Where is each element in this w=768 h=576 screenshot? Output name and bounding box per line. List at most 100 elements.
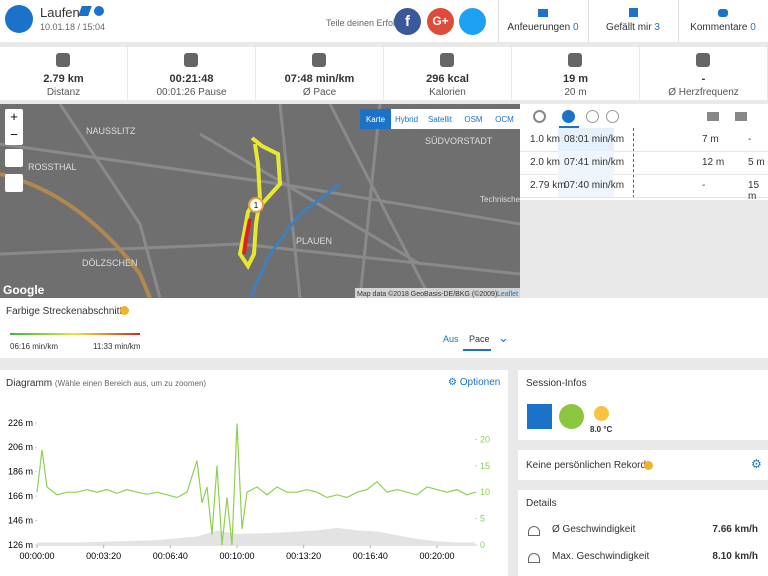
row-highlight bbox=[635, 128, 695, 151]
stat-value: - bbox=[701, 73, 706, 85]
stat-value: 296 kcal bbox=[426, 73, 469, 85]
details-title: Details bbox=[526, 498, 557, 509]
cheers[interactable]: Anfeuerungen 0 bbox=[498, 22, 588, 33]
count: 3 bbox=[654, 22, 660, 33]
marker[interactable] bbox=[248, 197, 264, 213]
fullscreen[interactable] bbox=[5, 149, 23, 167]
premium-icon bbox=[644, 461, 653, 470]
title: Laufen bbox=[40, 5, 80, 20]
split-cell: - bbox=[702, 180, 706, 191]
chart: 126 m 146 m 166 m 186 m 206 m 226 m 0 5 10 15 20 00… bbox=[8, 418, 490, 561]
split-cell: 5 m bbox=[748, 157, 765, 168]
date: 10.01.18 / 15:04 bbox=[40, 22, 106, 32]
place: Technische Universität Dresden bbox=[480, 195, 520, 204]
layer-switch[interactable]: Karte Hybrid Satellit OSM OCM bbox=[360, 109, 520, 129]
diagram-title: Diagramm (Wähle einen Bereich aus, um zu… bbox=[6, 378, 206, 389]
x-tick-label: 00:10:00 bbox=[219, 551, 254, 561]
segments-title: Farbige Streckenabschnitte bbox=[6, 306, 128, 317]
label: Anfeuerungen bbox=[507, 22, 571, 33]
place: ROSSTHAL bbox=[28, 162, 77, 172]
layer-button[interactable] bbox=[391, 109, 422, 129]
y2-tick-label: 5 bbox=[480, 514, 485, 524]
y-tick-label: 166 m bbox=[8, 491, 33, 501]
y-tick-label: 186 m bbox=[8, 467, 33, 477]
detail-label: Ø Geschwindigkeit bbox=[552, 524, 636, 535]
header bbox=[0, 0, 768, 42]
split-cell: - bbox=[748, 134, 752, 145]
hint: (Wähle einen Bereich aus, um zu zoomen) bbox=[54, 379, 207, 388]
attribution: Map data ©2018 GeoBasis-DE/BKG (©2009) bbox=[357, 290, 497, 298]
pace-cell bbox=[558, 151, 614, 174]
split-row: 1.0 km 08:01 min/km 7 m - bbox=[520, 128, 768, 152]
facebook-button[interactable]: f bbox=[394, 8, 421, 35]
twitter-button[interactable] bbox=[459, 8, 486, 35]
settings-icon[interactable] bbox=[94, 6, 104, 16]
layer-button[interactable] bbox=[360, 109, 391, 129]
stat-icon bbox=[696, 53, 710, 67]
split-row: 2.79 km 07:40 min/km - 15 m bbox=[520, 174, 768, 202]
y-tick-label: 126 m bbox=[8, 540, 33, 550]
x-tick-label: 00:06:40 bbox=[153, 551, 188, 561]
layer-label: OCM bbox=[495, 115, 514, 124]
y2-tick-label: 15 bbox=[480, 461, 490, 471]
likes[interactable]: Gefällt mir 3 bbox=[588, 22, 678, 33]
off-option[interactable]: Aus bbox=[443, 334, 459, 344]
stat-label: Kalorien bbox=[429, 87, 466, 98]
records-settings[interactable]: ⚙ bbox=[751, 457, 762, 471]
descent-icon bbox=[735, 112, 747, 121]
title: Diagramm bbox=[6, 378, 53, 389]
zoom-in[interactable]: + bbox=[10, 109, 18, 124]
pace-min: 06:16 min/km bbox=[10, 342, 59, 351]
pace-option[interactable]: Pace bbox=[469, 334, 490, 344]
stat: 00:21:48 00:01:26 Pause bbox=[128, 47, 255, 100]
stat: 2.79 km Distanz bbox=[0, 47, 127, 100]
y-tick-label: 226 m bbox=[8, 418, 33, 428]
premium-icon bbox=[120, 306, 129, 315]
stat-value: 2.79 km bbox=[43, 73, 84, 85]
zoom-control[interactable] bbox=[5, 109, 23, 145]
divider bbox=[588, 0, 589, 42]
pace-tab[interactable] bbox=[562, 110, 575, 123]
settings-icon[interactable] bbox=[533, 110, 546, 123]
stat: 296 kcal Kalorien bbox=[384, 47, 511, 100]
split-row: 2.0 km 07:41 min/km 12 m 5 m bbox=[520, 151, 768, 175]
split-cell: 12 m bbox=[702, 157, 725, 168]
comments[interactable]: Kommentare 0 bbox=[678, 22, 768, 33]
layer-label: Hybrid bbox=[395, 115, 418, 124]
split-cell: 7 m bbox=[702, 134, 719, 145]
sport-badge bbox=[527, 404, 552, 429]
leaflet-link[interactable]: Leaflet bbox=[497, 291, 518, 298]
stat-value: 19 m bbox=[562, 73, 589, 85]
speed-tab[interactable] bbox=[586, 110, 599, 123]
stat-label: Distanz bbox=[46, 87, 81, 98]
pace-max: 11:33 min/km bbox=[93, 342, 141, 351]
pace-cell bbox=[558, 128, 614, 151]
split-cell: 2.79 km bbox=[530, 180, 566, 191]
cheer-icon bbox=[498, 8, 588, 20]
layer-button[interactable] bbox=[489, 109, 520, 129]
selected-underline bbox=[463, 349, 491, 351]
map[interactable]: 1 NAUSSLITZ SÜDVORSTADT ROSSTHAL PLAUEN … bbox=[0, 104, 520, 298]
pace-cell bbox=[558, 174, 614, 197]
count: 0 bbox=[573, 22, 579, 33]
x-tick-label: 00:20:00 bbox=[419, 551, 454, 561]
layer-button[interactable] bbox=[422, 109, 458, 129]
layer-button[interactable] bbox=[458, 109, 489, 129]
session-title: Session-Infos bbox=[526, 378, 587, 389]
google-logo: Google bbox=[3, 283, 45, 297]
time-tab[interactable] bbox=[606, 110, 619, 123]
map-settings[interactable] bbox=[5, 174, 23, 192]
elevation-area bbox=[37, 527, 475, 545]
place: PLAUEN bbox=[296, 236, 332, 246]
mood-icon bbox=[559, 404, 584, 429]
dropdown[interactable]: ⌄ bbox=[498, 330, 509, 345]
options-button[interactable]: ⚙ Optionen bbox=[448, 377, 501, 388]
place: NAUSSLITZ bbox=[86, 126, 136, 136]
count: 0 bbox=[750, 22, 756, 33]
session-panel bbox=[518, 370, 768, 440]
stat-label: 20 m bbox=[564, 87, 587, 98]
temperature: 8.0 °C bbox=[590, 425, 613, 434]
google-button[interactable]: G+ bbox=[427, 8, 454, 35]
zoom-out[interactable]: − bbox=[10, 127, 18, 142]
speed-line bbox=[36, 423, 476, 546]
